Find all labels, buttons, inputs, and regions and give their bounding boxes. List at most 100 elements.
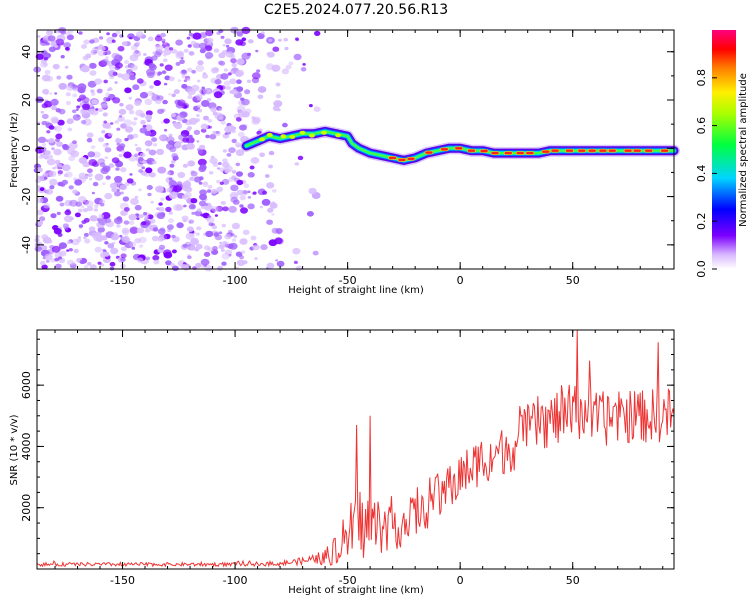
noise-dot [236, 105, 246, 113]
noise-dot [116, 142, 120, 146]
noise-dot [123, 151, 132, 159]
noise-dot [247, 172, 255, 178]
noise-dot [83, 175, 89, 180]
noise-dot [257, 32, 265, 40]
noise-dot [142, 124, 147, 128]
noise-dot [185, 232, 195, 240]
noise-dot [78, 196, 87, 203]
noise-dot [312, 250, 319, 256]
noise-dot [130, 198, 139, 205]
noise-dot [144, 227, 151, 233]
noise-dot [201, 100, 210, 107]
noise-dot [188, 134, 193, 139]
noise-dot [117, 116, 125, 122]
noise-dot [224, 38, 232, 45]
noise-dot [288, 61, 294, 66]
noise-dot [45, 259, 50, 263]
noise-dot [241, 37, 247, 42]
noise-dot [197, 79, 201, 83]
noise-dot [119, 184, 128, 191]
noise-dot [68, 185, 74, 190]
noise-dot [257, 86, 267, 93]
noise-dot [129, 173, 133, 176]
noise-dot [87, 151, 96, 158]
noise-dot [132, 84, 140, 91]
noise-dot [160, 32, 166, 38]
colorbar-tick-label: 0.0 [695, 260, 708, 278]
noise-dot [224, 132, 228, 135]
noise-dot [228, 242, 238, 250]
noise-dot [134, 49, 140, 54]
noise-dot [129, 36, 133, 40]
ridge-peak [525, 151, 535, 155]
noise-dot [165, 260, 172, 266]
noise-dot [72, 140, 77, 145]
noise-dot [251, 118, 260, 125]
noise-dot [241, 52, 251, 60]
noise-dot [235, 162, 241, 167]
noise-dot [168, 192, 178, 200]
noise-dot [115, 30, 121, 35]
noise-dot [168, 211, 173, 215]
noise-dot [181, 74, 186, 79]
noise-dot [308, 187, 317, 195]
noise-dot [237, 131, 245, 138]
noise-dot [88, 159, 98, 166]
noise-dot [135, 31, 144, 38]
noise-dot [188, 219, 195, 224]
noise-dot [159, 63, 164, 67]
noise-dot [242, 229, 250, 235]
noise-dot [64, 65, 69, 69]
noise-dot [250, 235, 257, 241]
noise-dot [87, 80, 97, 88]
noise-dot [68, 248, 73, 252]
noise-dot [176, 222, 184, 229]
noise-dot [124, 137, 129, 142]
noise-dot [195, 232, 200, 236]
noise-dot [172, 122, 179, 127]
noise-dot [179, 111, 188, 118]
noise-dot [218, 108, 223, 112]
noise-dot [44, 253, 53, 261]
noise-dot [110, 122, 114, 125]
noise-dot [114, 190, 121, 197]
noise-dot [195, 64, 205, 72]
noise-dot [119, 241, 124, 245]
noise-dot [229, 78, 237, 85]
snr-x-label: Height of straight line (km) [288, 585, 424, 596]
x-tick-label: -100 [223, 574, 248, 587]
noise-dot [222, 158, 228, 163]
noise-dot [94, 173, 104, 181]
noise-dot [211, 188, 218, 194]
noise-dot [275, 259, 279, 262]
noise-dot [99, 162, 106, 167]
noise-dot [153, 143, 158, 147]
noise-dot [57, 119, 65, 126]
noise-dot [138, 188, 142, 192]
noise-dot [268, 38, 273, 42]
noise-dot [274, 237, 283, 245]
noise-dot [145, 110, 153, 116]
spectrogram-frame [36, 29, 675, 270]
noise-dot [165, 143, 175, 150]
noise-dot [75, 108, 79, 112]
y-tick-label: 0 [20, 145, 33, 152]
noise-dot [114, 120, 119, 124]
noise-dot [294, 162, 300, 166]
noise-dot [243, 183, 250, 189]
noise-dot [224, 233, 232, 240]
noise-dot [145, 114, 153, 121]
noise-dot [108, 163, 115, 168]
noise-dot [89, 70, 97, 76]
noise-dot [228, 177, 235, 182]
noise-dot [152, 227, 159, 232]
noise-dot [53, 148, 62, 156]
ridge-peak [577, 148, 587, 153]
noise-dot [44, 69, 51, 75]
noise-dot [77, 236, 82, 239]
spectrogram-x-label: Height of straight line (km) [288, 285, 424, 296]
noise-dot [52, 65, 58, 69]
noise-dot [139, 152, 146, 158]
x-tick-label: -50 [339, 574, 357, 587]
noise-dot [83, 39, 90, 45]
